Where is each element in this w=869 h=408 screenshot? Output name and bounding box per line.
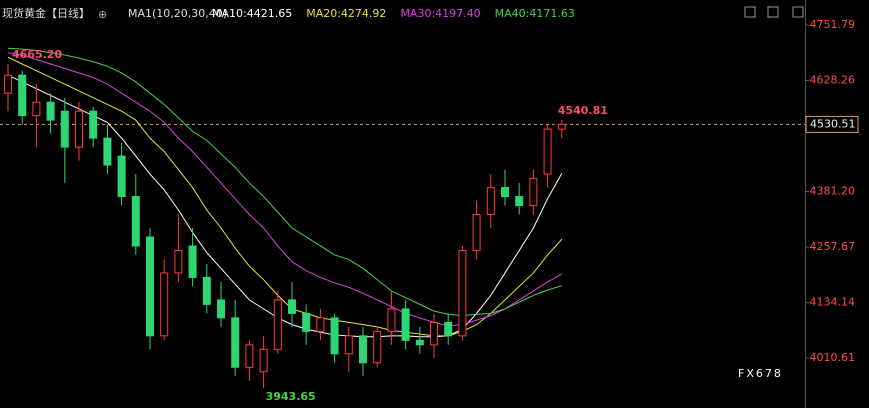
candle-body xyxy=(32,101,41,117)
candle-body xyxy=(529,178,538,207)
ma-line xyxy=(7,47,562,317)
watermark: FX678 xyxy=(738,367,783,380)
candle-body xyxy=(472,214,481,251)
candle-body xyxy=(103,137,112,166)
candle-body xyxy=(387,308,396,332)
ma-line xyxy=(7,52,563,327)
ma-line xyxy=(7,74,563,338)
tool-icon[interactable] xyxy=(767,6,779,18)
candle-body xyxy=(458,249,467,337)
candle-body xyxy=(401,308,410,341)
indicator-label: MA1(10,20,30,40) xyxy=(128,7,227,20)
candle-body xyxy=(273,299,282,350)
candle-body xyxy=(231,317,240,368)
candle-body xyxy=(373,330,382,364)
y-tick-label: 4381.20 xyxy=(810,185,856,198)
chart-title: 现货黄金【日线】 xyxy=(2,6,90,20)
legend-entry: MA30:4197.40 xyxy=(400,7,480,20)
candle-body xyxy=(316,317,325,332)
y-tick-label: 4010.61 xyxy=(810,351,856,364)
candle-body xyxy=(202,276,211,305)
candle-body xyxy=(359,335,367,364)
price-annotation: 4540.81 xyxy=(558,104,608,117)
candle-body xyxy=(302,312,311,332)
candle-body xyxy=(501,187,509,198)
candle-body xyxy=(217,299,225,319)
candle-body xyxy=(160,272,169,337)
candle-body xyxy=(46,101,55,121)
candle-body xyxy=(415,339,424,346)
candle-body xyxy=(344,335,353,355)
candle-body xyxy=(444,321,453,337)
price-annotation: 3943.65 xyxy=(266,390,316,403)
last-price-box xyxy=(805,115,859,133)
candle-body xyxy=(543,128,552,175)
legend-entry: MA20:4274.92 xyxy=(306,7,386,20)
candle-body xyxy=(330,317,339,355)
candle-body xyxy=(18,74,27,117)
candle-body xyxy=(60,110,69,148)
candle-body xyxy=(4,74,12,94)
tool-icon[interactable] xyxy=(792,6,804,18)
candle-body xyxy=(557,123,566,130)
candle-body xyxy=(174,249,183,274)
candle-body xyxy=(430,321,438,346)
last-price-label: 4530.51 xyxy=(810,117,856,130)
candle-body xyxy=(188,245,197,278)
y-tick-label: 4257.67 xyxy=(810,240,856,253)
y-tick-label: 4751.79 xyxy=(810,18,856,31)
candle-body xyxy=(515,196,524,207)
candle-body xyxy=(131,196,140,247)
toolbar xyxy=(744,6,804,18)
candle-body xyxy=(486,187,495,216)
legend-entry: MA40:4171.63 xyxy=(495,7,575,20)
price-annotation: 4665.20 xyxy=(12,48,62,61)
candle-body xyxy=(288,299,296,314)
candle-body xyxy=(75,110,83,148)
candle-body xyxy=(146,236,154,337)
legend-entry: MA10:4421.65 xyxy=(212,7,292,20)
ma-line xyxy=(7,56,563,337)
candle-body xyxy=(89,110,98,139)
candle-body xyxy=(245,344,254,368)
y-tick-label: 4628.26 xyxy=(810,73,856,86)
add-icon[interactable]: ⊕ xyxy=(98,8,107,21)
candle-body xyxy=(259,348,268,373)
tool-icon[interactable] xyxy=(744,6,756,18)
y-tick-label: 4134.14 xyxy=(810,296,856,309)
candle-body xyxy=(117,155,126,198)
